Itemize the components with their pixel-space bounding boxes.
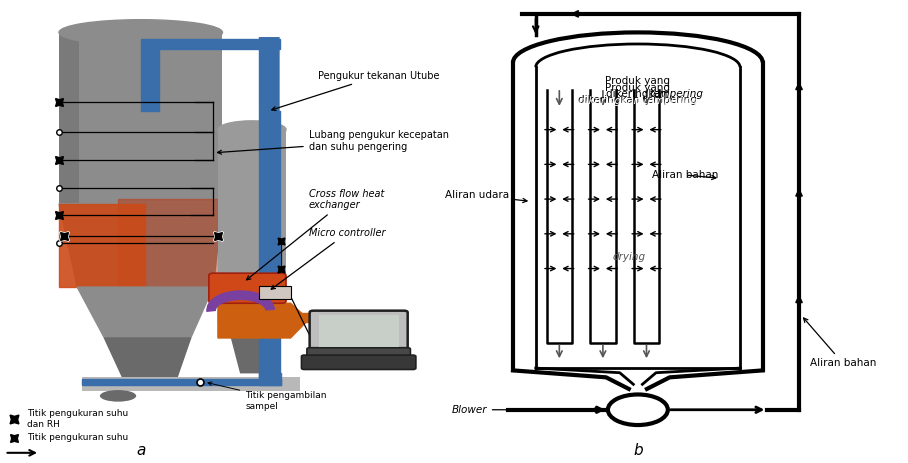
Bar (59, 32, 79, 204)
Ellipse shape (59, 19, 222, 45)
Bar (218, 130, 286, 287)
Polygon shape (259, 373, 281, 385)
Text: Aliran bahan: Aliran bahan (652, 170, 718, 180)
Text: Micro controller: Micro controller (271, 228, 385, 289)
Text: Cross flow heat
exchanger: Cross flow heat exchanger (247, 189, 384, 280)
Polygon shape (59, 204, 145, 287)
Polygon shape (218, 303, 309, 338)
Polygon shape (77, 287, 213, 338)
Circle shape (607, 394, 668, 425)
Text: tempering: tempering (650, 89, 704, 99)
FancyBboxPatch shape (259, 37, 280, 111)
Text: Lubang pengukur kecepatan
dan suhu pengering: Lubang pengukur kecepatan dan suhu penge… (218, 131, 449, 154)
Bar (82, 377, 300, 391)
Ellipse shape (100, 390, 136, 402)
Polygon shape (141, 49, 159, 111)
Text: drying: drying (612, 252, 646, 262)
Polygon shape (104, 338, 191, 377)
Polygon shape (232, 338, 271, 373)
FancyBboxPatch shape (301, 355, 416, 369)
Text: Pengukur tekanan Utube: Pengukur tekanan Utube (271, 71, 439, 111)
Polygon shape (218, 313, 327, 322)
Text: a: a (136, 443, 145, 457)
Bar (319, 315, 399, 347)
Text: Blower: Blower (451, 405, 599, 415)
Text: dikeringkan: dikeringkan (606, 89, 670, 99)
Text: Aliran bahan: Aliran bahan (804, 318, 876, 369)
Polygon shape (82, 379, 281, 385)
FancyBboxPatch shape (310, 311, 408, 351)
Text: b: b (633, 443, 643, 457)
Bar (259, 286, 291, 299)
Polygon shape (118, 199, 222, 287)
Text: Aliran udara: Aliran udara (445, 190, 527, 202)
Ellipse shape (218, 121, 286, 138)
Text: Titik pengambilan
sampel: Titik pengambilan sampel (208, 382, 327, 411)
Polygon shape (59, 204, 222, 287)
Text: dikeringkan tempering: dikeringkan tempering (578, 96, 697, 106)
Text: Titik pengukuran suhu: Titik pengukuran suhu (27, 433, 129, 442)
Text: Produk yang: Produk yang (606, 76, 670, 87)
Text: Produk yang
dikeringkan tempering: Produk yang dikeringkan tempering (578, 83, 697, 105)
FancyBboxPatch shape (307, 348, 410, 359)
Text: Titik pengukuran suhu
dan RH: Titik pengukuran suhu dan RH (27, 409, 129, 429)
Bar (59, 32, 222, 204)
Polygon shape (218, 287, 286, 338)
FancyBboxPatch shape (209, 273, 286, 303)
Polygon shape (141, 39, 280, 49)
